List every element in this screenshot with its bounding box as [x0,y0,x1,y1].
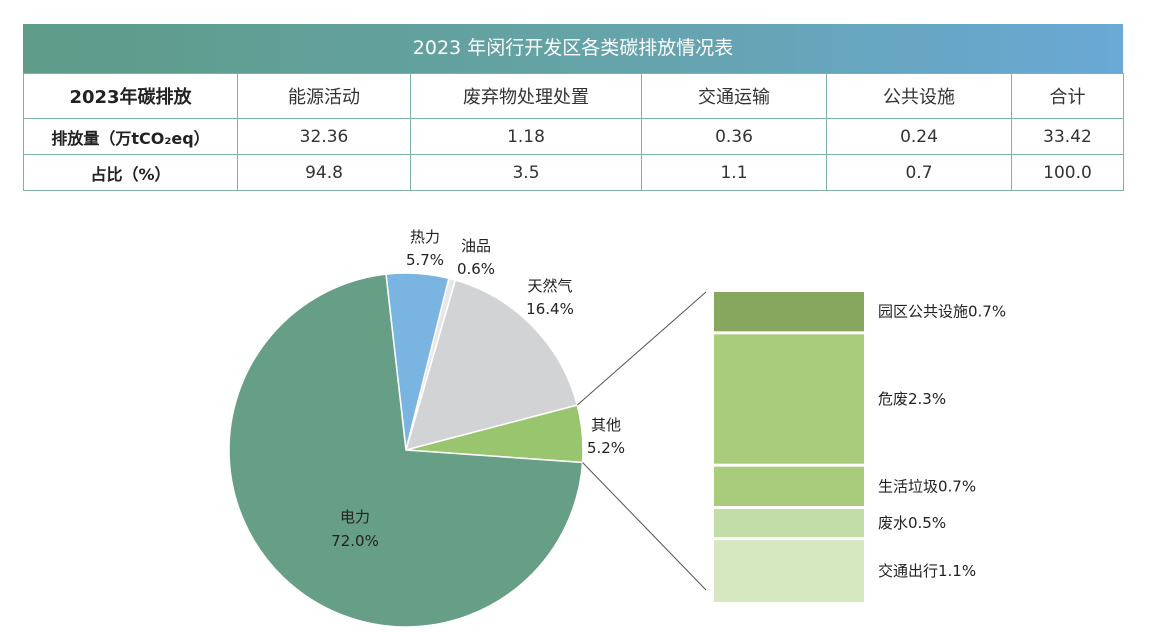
slice-value-label: 16.4% [526,300,574,318]
slice-value-label: 72.0% [331,532,379,550]
table-cell: 3.5 [410,154,642,191]
breakdown-bar-segment [714,509,864,538]
header-cell: 合计 [1011,73,1124,119]
breakdown-bar-segment [714,334,864,464]
row-label: 排放量（万tCO₂eq） [23,118,238,155]
header-cell: 交通运输 [641,73,827,119]
emissions-table: 2023 年闵行开发区各类碳排放情况表 2023年碳排放 能源活动 废弃物处理处… [23,24,1124,191]
table-cell: 1.1 [641,154,827,191]
breakdown-bar-segment [714,466,864,507]
table-cell: 33.42 [1011,118,1124,155]
table-cell: 94.8 [237,154,411,191]
slice-value-label: 5.2% [587,439,625,457]
header-cell: 公共设施 [826,73,1012,119]
pie-slice [228,273,584,628]
slice-value-label: 5.7% [406,251,444,269]
breakdown-label: 废水0.5% [878,514,946,532]
table-cell: 100.0 [1011,154,1124,191]
table-header-row: 2023年碳排放 能源活动 废弃物处理处置 交通运输 公共设施 合计 [23,73,1124,119]
slice-name-label: 热力 [410,228,440,246]
table-row: 排放量（万tCO₂eq） 32.36 1.18 0.36 0.24 33.42 [23,118,1124,155]
connector-line [576,291,707,406]
pie-slice [404,279,579,452]
table-cell: 0.7 [826,154,1012,191]
table-title: 2023 年闵行开发区各类碳排放情况表 [23,24,1123,73]
breakdown-bar-segment [714,292,864,332]
breakdown-label: 交通出行1.1% [878,562,976,580]
breakdown-label: 危废2.3% [878,390,946,408]
breakdown-bar-segment [714,540,864,602]
slice-name-label: 天然气 [527,277,572,295]
slice-name-label: 油品 [461,237,491,255]
slice-value-label: 0.6% [457,260,495,278]
slice-name-label: 其他 [591,416,621,434]
row-label: 占比（%） [23,154,238,191]
breakdown-label: 生活垃圾0.7% [878,477,976,495]
slice-name-label: 电力 [340,508,370,526]
breakdown-label: 园区公共设施0.7% [878,303,1006,321]
table-row: 占比（%） 94.8 3.5 1.1 0.7 100.0 [23,154,1124,191]
connector-line [582,462,707,591]
